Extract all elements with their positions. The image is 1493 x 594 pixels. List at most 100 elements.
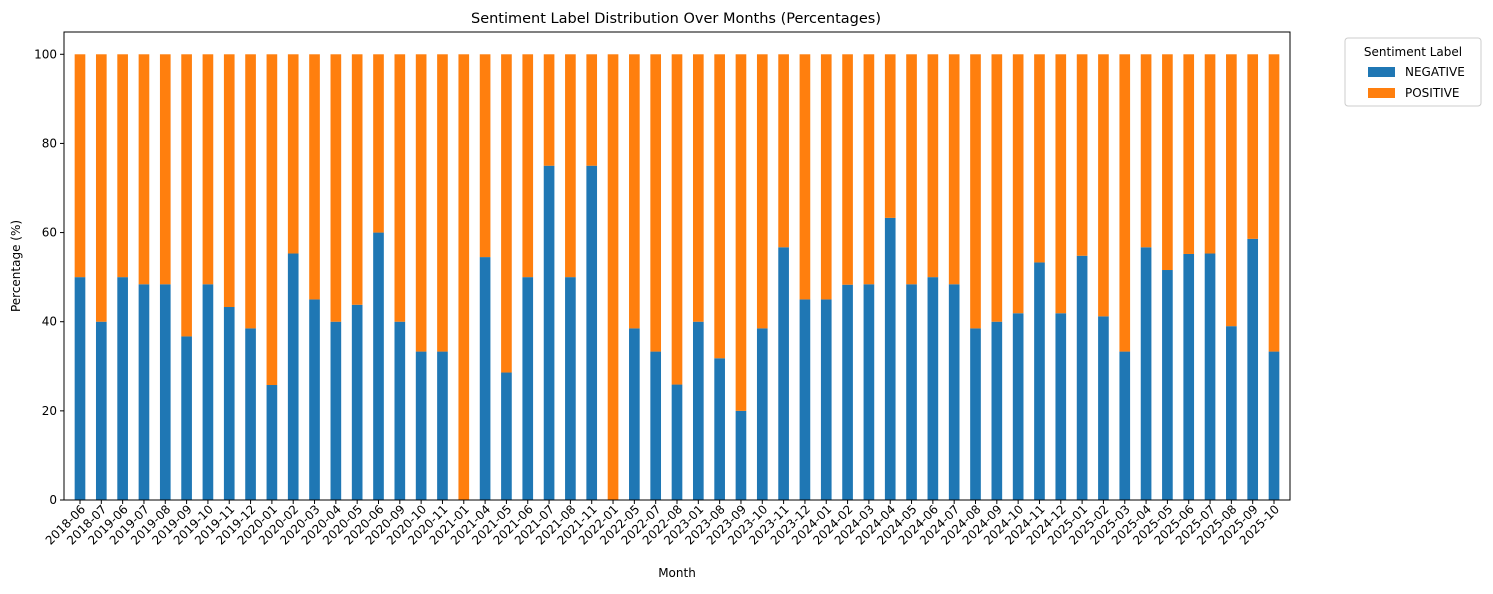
bar-positive-2019-08 [159, 54, 171, 285]
legend-label-negative: NEGATIVE [1405, 65, 1465, 79]
legend-label-positive: POSITIVE [1405, 86, 1460, 100]
bar-positive-2024-09 [991, 54, 1003, 322]
bar-negative-2018-06 [74, 277, 86, 500]
bar-positive-2024-01 [820, 54, 832, 300]
bar-negative-2021-11 [586, 165, 598, 500]
legend-title: Sentiment Label [1364, 45, 1462, 59]
bar-positive-2019-07 [138, 54, 150, 285]
bar-positive-2021-05 [501, 54, 512, 373]
bar-positive-2023-09 [735, 54, 747, 411]
bar-positive-2019-11 [223, 54, 235, 308]
bar-negative-2020-11 [437, 351, 448, 500]
bar-negative-2025-03 [1119, 351, 1131, 500]
bar-negative-2024-12 [1055, 313, 1067, 500]
bar-negative-2022-05 [629, 328, 640, 500]
bar-negative-2020-05 [351, 304, 363, 500]
bar-negative-2020-02 [287, 253, 299, 500]
bar-positive-2020-10 [415, 54, 427, 352]
bar-positive-2023-01 [692, 54, 704, 322]
bar-negative-2024-10 [1012, 313, 1024, 500]
x-axis-label: Month [658, 566, 696, 580]
bar-positive-2020-06 [373, 54, 384, 233]
bar-negative-2024-02 [842, 284, 853, 500]
bar-positive-2025-02 [1098, 54, 1109, 317]
bar-negative-2025-05 [1162, 270, 1173, 500]
legend: Sentiment Label NEGATIVE POSITIVE [1344, 37, 1482, 107]
bar-negative-2023-08 [714, 358, 725, 500]
bar-positive-2021-07 [543, 54, 555, 166]
bar-positive-2020-09 [394, 54, 406, 322]
bar-negative-2024-08 [970, 328, 981, 500]
bar-negative-2021-05 [501, 372, 512, 500]
bar-negative-2019-11 [223, 307, 235, 500]
bar-negative-2023-09 [735, 410, 747, 500]
legend-swatch-negative [1368, 67, 1395, 77]
legend-swatch-positive [1368, 88, 1395, 98]
bar-negative-2023-12 [799, 299, 811, 500]
bar-negative-2024-01 [820, 299, 832, 500]
bar-negative-2020-04 [330, 321, 342, 500]
bar-positive-2021-08 [565, 54, 576, 278]
bar-negative-2021-06 [522, 277, 534, 500]
bar-positive-2021-01 [458, 54, 470, 500]
bar-positive-2025-01 [1076, 54, 1088, 256]
bar-negative-2019-10 [202, 284, 214, 500]
bar-negative-2024-06 [927, 277, 939, 500]
bar-positive-2024-05 [906, 54, 917, 285]
bar-negative-2024-07 [948, 284, 960, 500]
bar-positive-2022-01 [607, 54, 619, 500]
bar-negative-2024-04 [884, 217, 896, 501]
bar-positive-2024-06 [927, 54, 939, 278]
bar-negative-2022-08 [671, 384, 683, 500]
bar-positive-2019-06 [117, 54, 128, 278]
bar-positive-2020-03 [309, 54, 320, 300]
y-axis-label: Percentage (%) [9, 220, 23, 312]
bar-negative-2025-02 [1098, 316, 1109, 500]
bar-positive-2024-03 [863, 54, 875, 285]
bar-negative-2025-07 [1204, 253, 1216, 500]
bar-negative-2020-10 [415, 351, 427, 500]
bar-negative-2025-10 [1268, 351, 1280, 500]
bar-negative-2020-09 [394, 321, 406, 500]
bar-negative-2019-07 [138, 284, 150, 500]
bar-positive-2025-03 [1119, 54, 1131, 352]
bars-layer [74, 54, 1280, 501]
bar-positive-2020-01 [266, 54, 278, 386]
bar-positive-2025-09 [1247, 54, 1259, 239]
bar-negative-2021-08 [565, 277, 576, 500]
bar-negative-2023-10 [756, 328, 768, 500]
bar-negative-2024-11 [1034, 262, 1045, 500]
bar-positive-2023-11 [778, 54, 789, 248]
bar-positive-2024-11 [1034, 54, 1045, 263]
bar-negative-2025-01 [1076, 255, 1088, 500]
bar-negative-2024-03 [863, 284, 875, 500]
chart-title: Sentiment Label Distribution Over Months… [471, 11, 881, 27]
bar-negative-2021-04 [479, 257, 491, 500]
bar-positive-2024-02 [842, 54, 853, 285]
bar-positive-2021-11 [586, 54, 598, 166]
bar-negative-2019-09 [181, 336, 192, 500]
y-tick-label: 0 [49, 493, 57, 507]
bar-negative-2019-08 [159, 284, 171, 500]
bar-negative-2023-01 [692, 321, 704, 500]
bar-positive-2025-10 [1268, 54, 1280, 352]
bar-negative-2025-09 [1247, 238, 1259, 500]
bar-positive-2024-04 [884, 54, 896, 218]
bar-negative-2025-04 [1140, 247, 1152, 500]
bar-positive-2020-04 [330, 54, 342, 322]
bar-positive-2022-07 [650, 54, 662, 352]
bar-positive-2018-07 [95, 54, 107, 322]
bar-negative-2021-07 [543, 165, 555, 500]
y-tick-label: 40 [42, 315, 57, 329]
bar-positive-2020-02 [287, 54, 299, 254]
bar-positive-2020-05 [351, 54, 363, 305]
bar-positive-2024-10 [1012, 54, 1024, 314]
bar-negative-2022-07 [650, 351, 662, 500]
bar-positive-2019-10 [202, 54, 214, 285]
bar-positive-2024-07 [948, 54, 960, 285]
bar-positive-2023-10 [756, 54, 768, 329]
y-tick-label: 60 [42, 226, 57, 240]
y-axis: 0 20 40 60 80 100 [34, 47, 64, 507]
bar-positive-2018-06 [74, 54, 86, 278]
bar-positive-2020-11 [437, 54, 448, 352]
